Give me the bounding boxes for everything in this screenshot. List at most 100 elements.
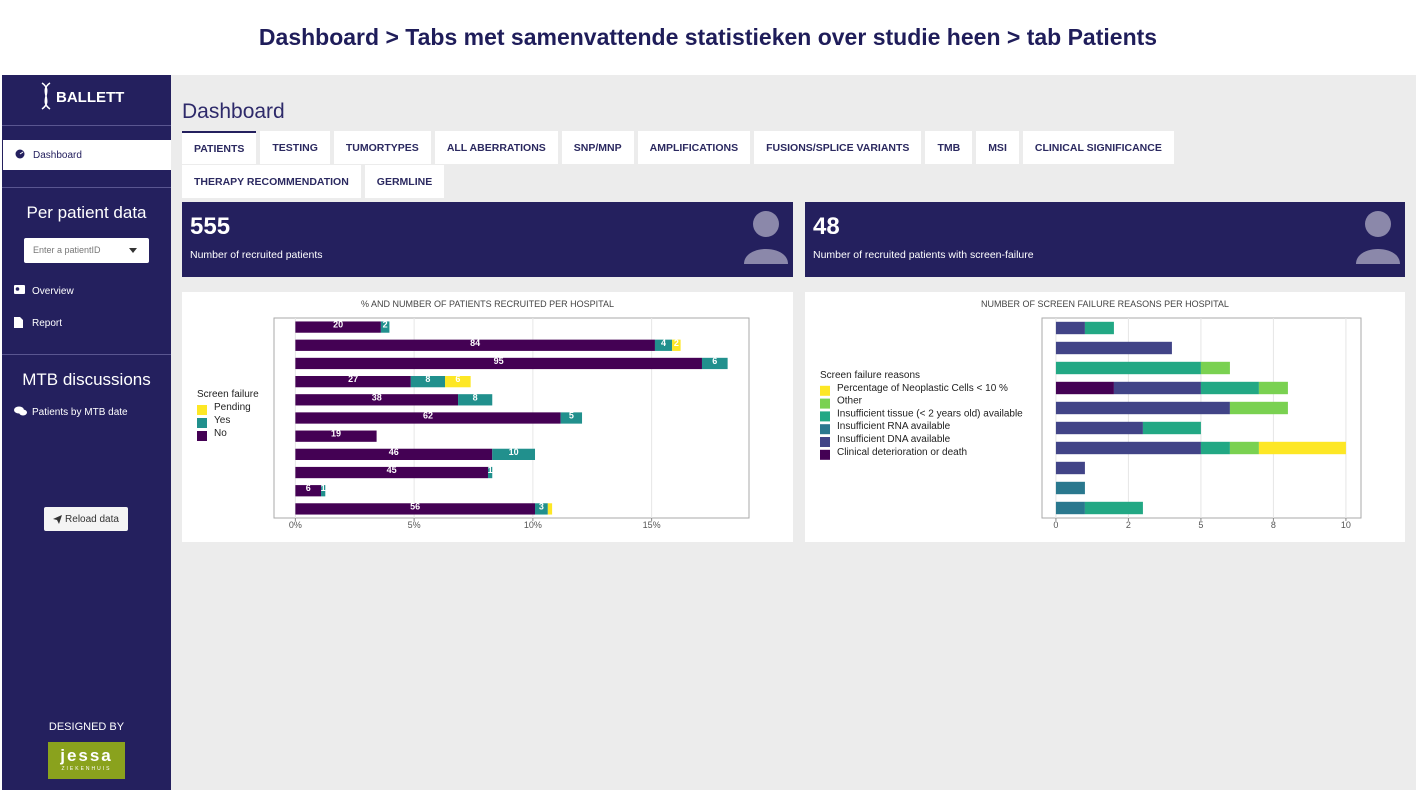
bar-segment	[295, 357, 702, 370]
value-box-number: 48	[813, 213, 840, 240]
partner-logo: jessa ZIEKENHUIS	[48, 742, 125, 779]
chart-title: NUMBER OF SCREEN FAILURE REASONS PER HOS…	[981, 299, 1229, 309]
legend-label: Insufficient DNA available	[837, 434, 951, 445]
bar-segment	[380, 321, 390, 333]
legend-label: Other	[837, 396, 863, 407]
value-label: 19	[331, 429, 341, 439]
value-label: 1	[488, 465, 493, 475]
value-label: 1	[321, 483, 326, 493]
x-tick-label: 0%	[289, 520, 302, 530]
partner-subtitle: ZIEKENHUIS	[61, 766, 112, 772]
bar-segment	[295, 485, 322, 497]
legend-swatch	[820, 424, 830, 435]
legend-label: Insufficient tissue (< 2 years old) avai…	[837, 408, 1023, 419]
menu-dashboard[interactable]: Dashboard	[3, 140, 171, 170]
value-label: 4	[661, 338, 666, 348]
tab[interactable]: MSI	[976, 131, 1019, 164]
bar-segment	[295, 466, 488, 479]
x-tick-label: 10	[1341, 520, 1351, 530]
tab[interactable]: PATIENTS	[182, 131, 257, 164]
legend-title: Screen failure	[197, 389, 259, 400]
value-label: 2	[674, 338, 679, 348]
tab[interactable]: CLINICAL SIGNIFICANCE	[1022, 131, 1174, 164]
legend-label: Pending	[214, 402, 251, 413]
value-label: 46	[389, 447, 399, 457]
tab[interactable]: TUMORTYPES	[333, 131, 431, 164]
bar-segment	[1084, 321, 1114, 335]
bar-segment	[701, 357, 728, 370]
menu-label: Report	[32, 317, 63, 329]
input-placeholder: Enter a patientID	[33, 245, 101, 255]
value-box-label: Number of recruited patients with screen…	[813, 249, 1034, 261]
patient-input[interactable]: Enter a patientID	[24, 238, 149, 263]
value-label: 62	[423, 411, 433, 421]
value-label: 38	[372, 392, 382, 402]
bar-segment	[1055, 381, 1114, 395]
value-box: 48 Number of recruited patients with scr…	[805, 202, 1405, 277]
tab[interactable]: TMB	[925, 131, 973, 164]
value-label: 84	[470, 338, 480, 348]
tab[interactable]: AMPLIFICATIONS	[637, 131, 751, 164]
value-label: 5	[569, 411, 574, 421]
tab[interactable]: ALL ABERRATIONS	[434, 131, 558, 164]
chart-panel: % AND NUMBER OF PATIENTS RECRUITED PER H…	[182, 292, 793, 542]
button-label: Reload data	[65, 513, 119, 525]
legend-label: Insufficient RNA available	[837, 421, 951, 432]
bar-segment	[295, 321, 381, 333]
bar-segment	[1055, 441, 1201, 455]
value-label: 95	[494, 356, 504, 366]
x-tick-label: 10%	[524, 520, 542, 530]
value-label: 8	[425, 374, 430, 384]
menu-overview[interactable]: Overview	[2, 276, 171, 306]
bar-segment	[295, 412, 561, 424]
legend-swatch	[820, 398, 830, 409]
reload-button[interactable]: Reload data	[44, 507, 128, 531]
bar-segment	[1113, 381, 1201, 395]
menu-label: Patients by MTB date	[32, 406, 128, 418]
bar-segment	[295, 503, 536, 515]
bar-segment	[1055, 421, 1143, 435]
x-tick-label: 5	[1198, 520, 1203, 530]
legend-swatch	[197, 431, 207, 441]
value-label: 6	[712, 356, 717, 366]
tab[interactable]: TESTING	[260, 131, 330, 164]
bar-segment	[1055, 461, 1085, 475]
bar-segment	[1200, 381, 1259, 395]
bar-segment	[1142, 421, 1201, 435]
bar-segment	[535, 503, 548, 515]
bar-segment	[487, 466, 493, 479]
x-tick-label: 0	[1053, 520, 1058, 530]
legend-swatch	[197, 405, 207, 415]
bar-segment	[1055, 501, 1085, 515]
value-label: 20	[333, 320, 343, 330]
menu-mtb[interactable]: Patients by MTB date	[2, 397, 171, 427]
value-label: 2	[383, 320, 388, 330]
legend-swatch	[820, 411, 830, 422]
tab[interactable]: THERAPY RECOMMENDATION	[182, 165, 361, 198]
menu-report[interactable]: Report	[2, 308, 171, 338]
bar-segment	[654, 339, 673, 351]
bar-segment	[672, 339, 681, 351]
value-box-number: 555	[190, 213, 231, 240]
x-tick-label: 15%	[643, 520, 661, 530]
bar-segment	[445, 376, 471, 388]
tab[interactable]: GERMLINE	[364, 165, 445, 198]
bar-segment	[295, 394, 459, 406]
bar-segment	[1200, 361, 1230, 375]
bar-segment	[1229, 401, 1288, 415]
bar-segment	[295, 376, 411, 388]
tab[interactable]: SNP/MNP	[561, 131, 634, 164]
bar-segment	[1055, 321, 1085, 335]
legend-label: Clinical deterioration or death	[837, 447, 967, 458]
tab-bar: PATIENTS TESTING TUMORTYPES ALL ABERRATIONS…	[182, 131, 1347, 198]
value-box-label: Number of recruited patients	[190, 249, 323, 261]
tab[interactable]: FUSIONS/SPLICE VARIANTS	[754, 131, 922, 164]
main-heading: Dashboard	[182, 100, 285, 123]
x-tick-label: 8	[1271, 520, 1276, 530]
logo-icon	[41, 82, 51, 110]
bar-segment	[1055, 361, 1201, 375]
logo-text: BALLETT	[56, 89, 125, 106]
designed-by: DESIGNED BY	[48, 721, 125, 733]
